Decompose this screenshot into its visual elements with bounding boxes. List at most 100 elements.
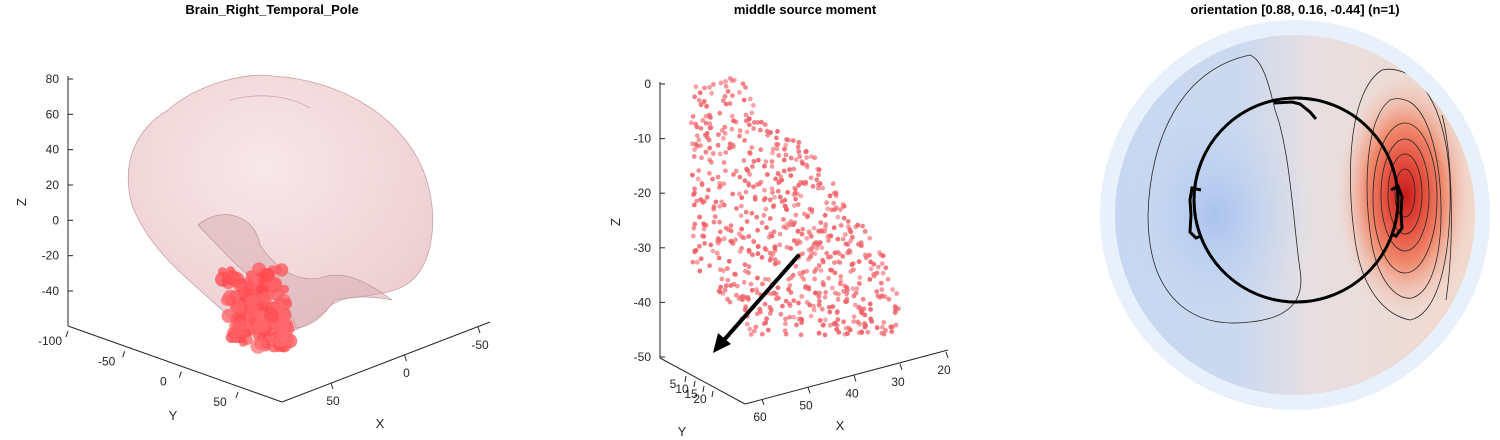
x-axis-label: X (376, 416, 385, 431)
source-point (751, 159, 757, 164)
source-point (836, 329, 842, 335)
source-point (762, 246, 768, 251)
source-point (721, 202, 727, 208)
source-point (840, 254, 846, 259)
x-tick-mark (761, 398, 765, 406)
source-point (747, 172, 753, 177)
source-point (816, 167, 822, 173)
source-point (841, 215, 847, 221)
source-point (791, 203, 797, 208)
x-tick-label: 0 (403, 366, 410, 380)
source-point (765, 327, 771, 333)
source-point (786, 287, 791, 292)
source-point (772, 244, 778, 250)
source-point (781, 157, 787, 163)
source-point (804, 155, 809, 160)
source-point (725, 296, 730, 302)
source-point (772, 248, 778, 253)
source-point (833, 205, 839, 211)
source-point (790, 138, 796, 144)
source-point (852, 302, 858, 308)
source-point (717, 180, 723, 186)
source-point (693, 84, 699, 90)
source-point (822, 212, 828, 218)
source-point (696, 97, 702, 103)
source-point (821, 282, 826, 288)
y-tick-label: -50 (98, 354, 116, 368)
source-point (811, 307, 817, 313)
x-tick-mark (477, 326, 481, 334)
source-point (863, 255, 869, 261)
source-point (874, 325, 880, 331)
source-point (767, 257, 773, 263)
source-point (704, 194, 710, 200)
source-point (798, 179, 803, 185)
source-point (741, 235, 747, 241)
source-point (788, 219, 794, 225)
source-point (893, 307, 898, 313)
source-point (716, 185, 722, 191)
source-point (804, 164, 810, 170)
x-tick-label: -50 (471, 338, 489, 352)
source-point (776, 260, 781, 265)
source-point (827, 193, 833, 199)
source-point (723, 168, 728, 174)
source-point (816, 294, 822, 299)
source-point (722, 287, 728, 293)
source-point (882, 294, 888, 299)
source-point (698, 143, 703, 149)
x-tick-mark (330, 382, 334, 390)
source-point (860, 296, 866, 302)
region-voxel (277, 317, 294, 333)
source-point (746, 249, 752, 254)
source-point (874, 289, 880, 294)
source-point (808, 175, 814, 181)
region-voxel (251, 274, 260, 283)
source-point (890, 287, 895, 292)
source-point (842, 203, 847, 209)
source-point (783, 152, 789, 158)
source-point (752, 194, 758, 200)
source-point (835, 309, 840, 314)
source-point (856, 304, 862, 310)
source-point (784, 225, 789, 231)
source-point (798, 193, 804, 199)
source-point (703, 113, 709, 119)
source-point (790, 272, 796, 278)
source-point (740, 81, 746, 87)
source-point (780, 303, 785, 309)
source-point (759, 255, 765, 260)
source-point (697, 268, 703, 274)
source-point (710, 151, 716, 156)
source-point (737, 191, 742, 197)
source-point (811, 225, 817, 231)
source-point (837, 207, 843, 213)
panel-topography: orientation [0.88, 0.16, -0.44] (n=1) (1100, 2, 1490, 410)
source-point (749, 145, 755, 151)
source-point (723, 83, 729, 89)
source-point (744, 129, 750, 135)
contour-lines (1147, 54, 1452, 324)
source-point (698, 102, 704, 108)
source-point (751, 102, 756, 108)
source-point (771, 229, 777, 235)
y-axis-label: Y (169, 408, 178, 423)
source-point (843, 241, 849, 247)
z-tick-label: -10 (634, 132, 652, 146)
source-point (787, 283, 793, 288)
source-point (807, 206, 813, 212)
source-point (737, 90, 742, 95)
source-point (706, 137, 712, 143)
source-point (690, 141, 695, 147)
source-point (752, 328, 757, 334)
source-point (861, 306, 867, 312)
source-point (760, 281, 765, 287)
source-point (851, 314, 857, 319)
source-point (827, 322, 833, 328)
x-tick-mark (807, 387, 811, 394)
source-point (717, 219, 722, 225)
source-point (787, 301, 792, 307)
source-point (850, 234, 855, 240)
source-point (738, 203, 744, 209)
source-point (774, 146, 780, 152)
